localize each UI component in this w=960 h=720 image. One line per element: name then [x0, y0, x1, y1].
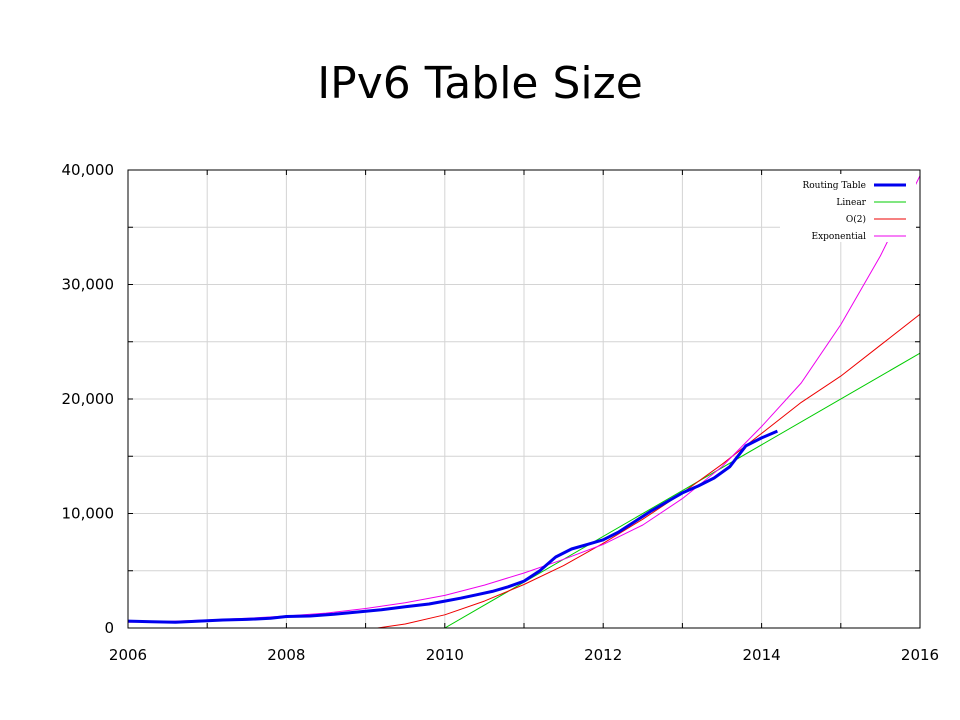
series-line-o-2-: [377, 313, 920, 628]
x-tick-label: 2012: [584, 646, 622, 664]
legend-label: Exponential: [812, 232, 867, 242]
legend: Routing Table Linear O(2) Exponential: [780, 174, 916, 242]
x-tick-label: 2006: [109, 646, 147, 664]
plot-series: [128, 175, 920, 628]
series-line-routing-table: [128, 429, 778, 624]
axis-ticks: 2006 2008 2010 2012 2014 2016 0 10,000 20,000 30,…: [62, 161, 940, 664]
y-tick-label: 0: [104, 619, 114, 637]
legend-label: Linear: [836, 198, 866, 208]
legend-label: O(2): [846, 214, 866, 225]
x-tick-label: 2014: [743, 646, 781, 664]
y-tick-label: 30,000: [62, 276, 115, 294]
y-tick-label: 10,000: [62, 505, 115, 523]
x-tick-label: 2008: [267, 646, 305, 664]
x-tick-label: 2016: [901, 646, 939, 664]
y-tick-label: 40,000: [62, 161, 115, 179]
legend-label: Routing Table: [802, 181, 866, 191]
y-tick-label: 20,000: [62, 390, 115, 408]
page-title: IPv6 Table Size: [317, 58, 643, 109]
x-tick-label: 2010: [426, 646, 464, 664]
